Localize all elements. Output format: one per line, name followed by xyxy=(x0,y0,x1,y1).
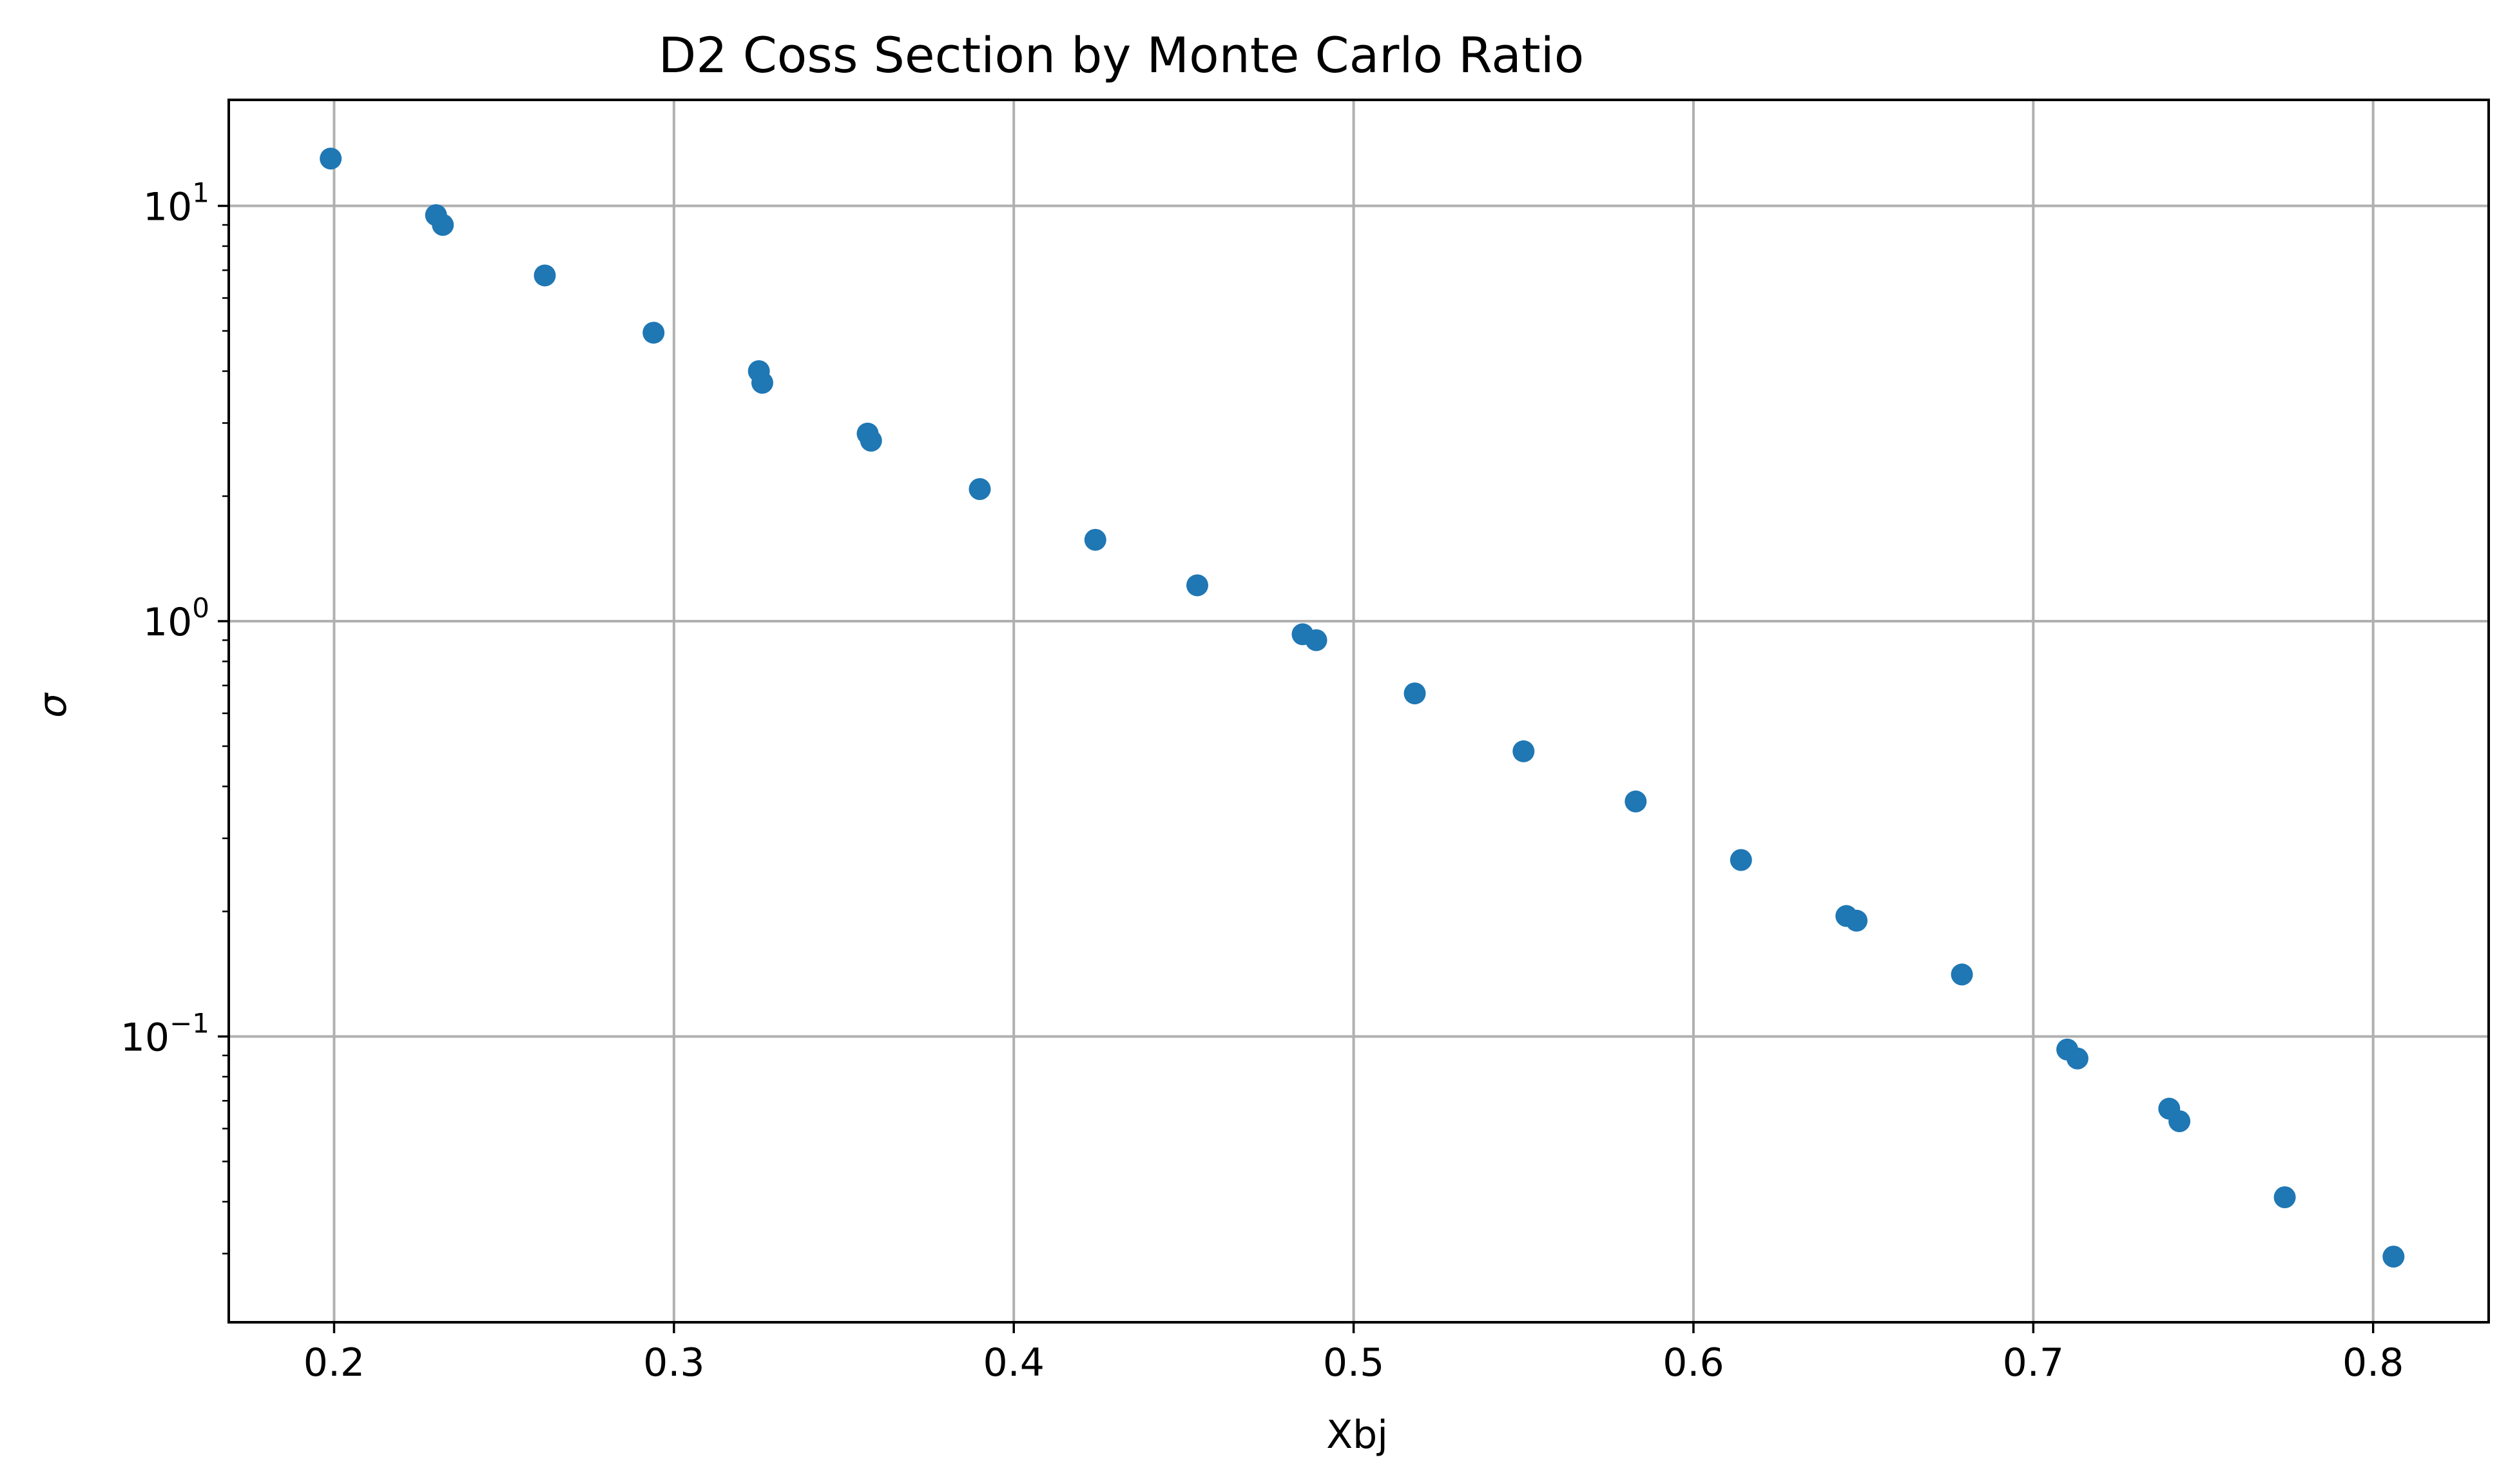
grid-layer xyxy=(229,100,2489,1322)
data-point xyxy=(1186,574,1208,597)
data-point xyxy=(969,478,991,501)
points-layer xyxy=(320,148,2405,1268)
data-point xyxy=(320,148,342,170)
x-tick-label: 0.6 xyxy=(1663,1340,1724,1385)
data-point xyxy=(2273,1186,2296,1208)
data-point xyxy=(1846,909,1868,932)
chart-title: D2 Coss Section by Monte Carlo Ratio xyxy=(659,26,1585,84)
data-point xyxy=(751,372,773,394)
x-tick-label: 0.5 xyxy=(1323,1340,1384,1385)
data-point xyxy=(2066,1047,2088,1070)
data-point xyxy=(534,264,556,287)
x-tick-label: 0.8 xyxy=(2342,1340,2404,1385)
data-point xyxy=(1084,528,1106,551)
data-point xyxy=(642,322,665,344)
data-point xyxy=(860,429,882,452)
y-tick-label: 101 xyxy=(143,177,209,230)
data-point xyxy=(1305,629,1327,651)
x-tick-label: 0.7 xyxy=(2003,1340,2064,1385)
data-point xyxy=(2382,1246,2405,1268)
data-point xyxy=(1512,740,1535,762)
data-point xyxy=(1404,682,1426,705)
y-tick-label: 10−1 xyxy=(121,1007,209,1060)
data-point xyxy=(432,214,454,236)
x-tick-label: 0.4 xyxy=(983,1340,1045,1385)
tick-layer: 0.2 0.3 0.4 0.5 0.6 0.7 0.8 101 100 10−1 xyxy=(121,177,2404,1385)
data-point xyxy=(1730,849,1752,871)
data-point xyxy=(2168,1110,2191,1132)
data-point xyxy=(1625,790,1647,813)
x-tick-label: 0.3 xyxy=(643,1340,704,1385)
plot-frame xyxy=(227,99,2490,1324)
data-point xyxy=(1951,963,1973,986)
y-axis-label: σ xyxy=(30,692,75,718)
y-tick-label: 100 xyxy=(143,592,209,645)
x-axis-label: Xbj xyxy=(1326,1412,1388,1458)
x-tick-label: 0.2 xyxy=(304,1340,365,1385)
